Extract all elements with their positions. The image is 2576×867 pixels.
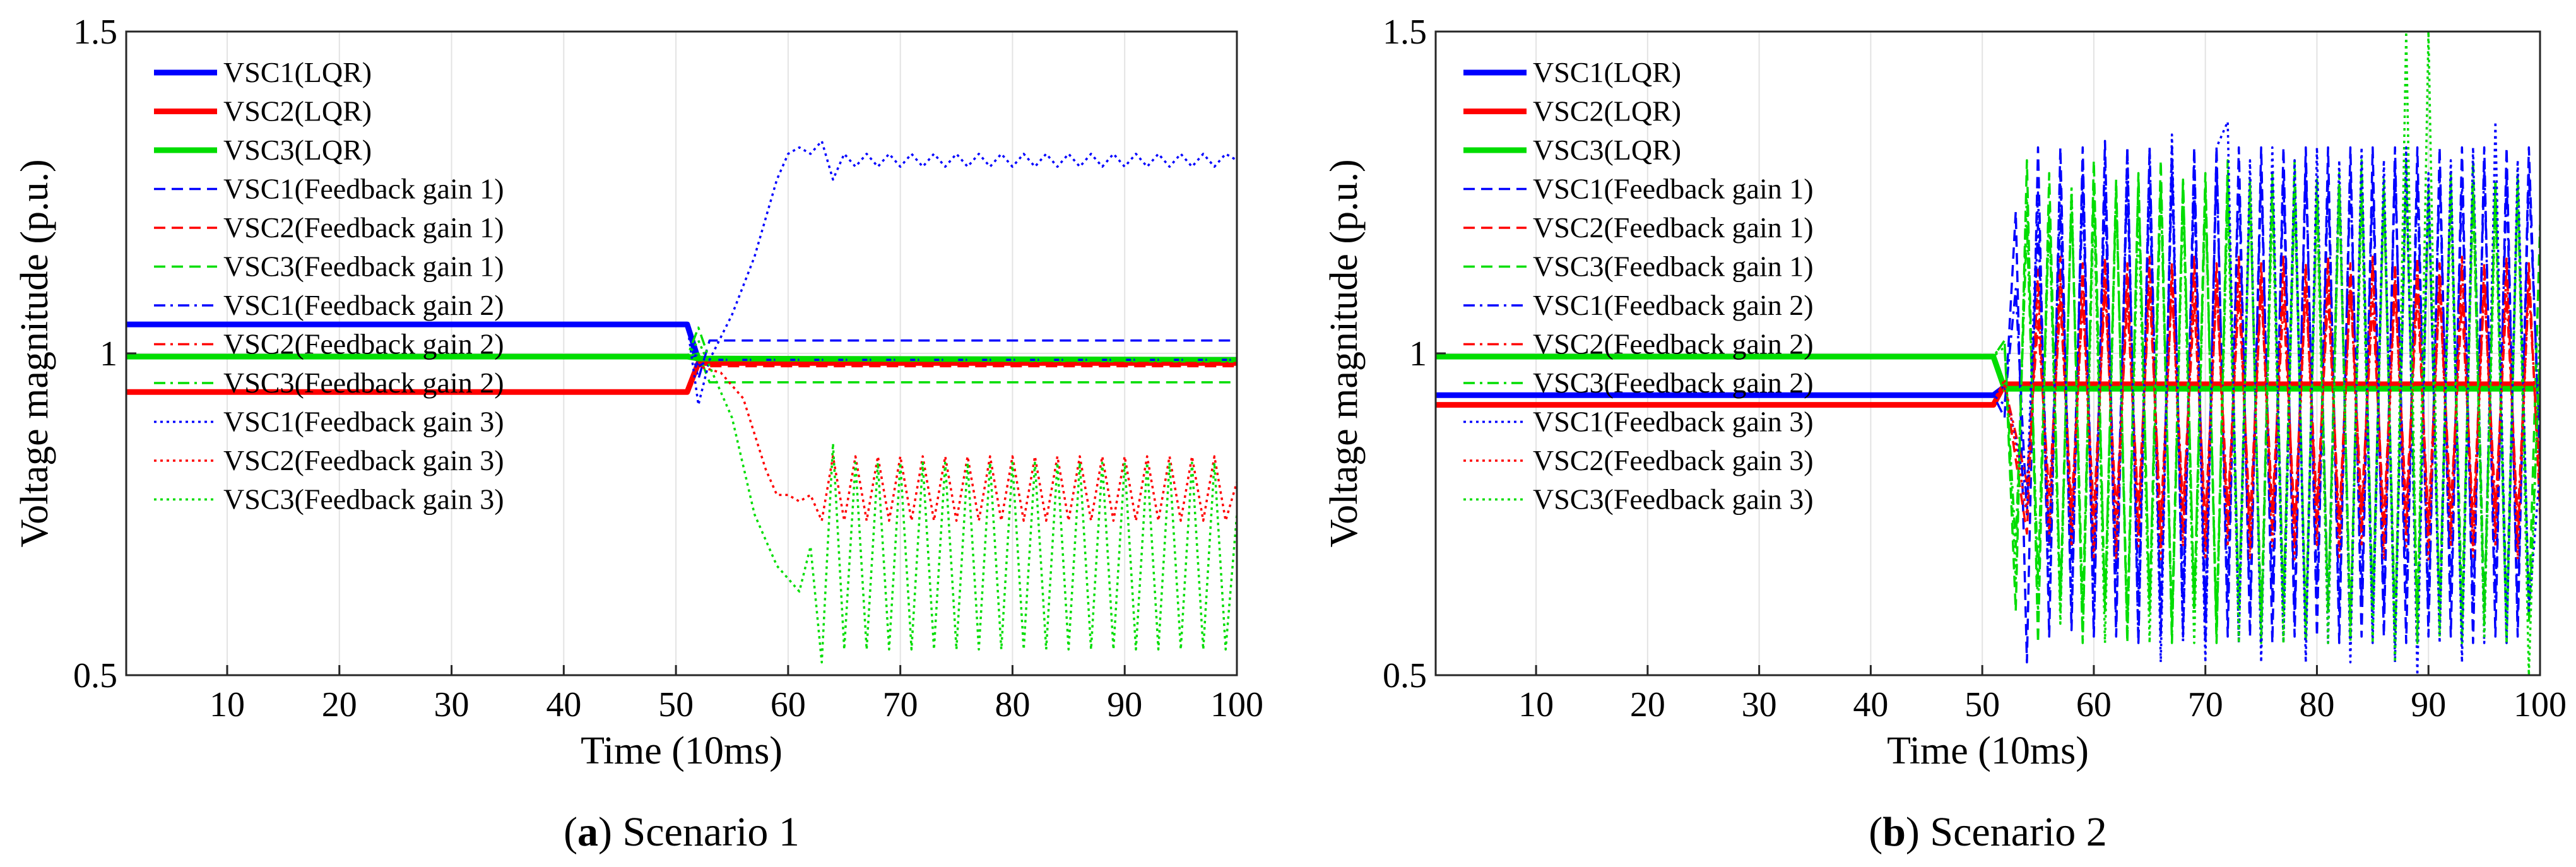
- x-tick-label: 10: [1518, 685, 1554, 724]
- series-line-11: [1436, 262, 2540, 561]
- legend-label: VSC1(Feedback gain 1): [223, 173, 504, 205]
- y-axis-label: Voltage magnitude (p.u.): [1323, 159, 1366, 547]
- x-tick-label: 70: [883, 685, 918, 724]
- legend-label: VSC2(Feedback gain 2): [1533, 328, 1814, 360]
- y-tick-label: 0.5: [1383, 656, 1427, 695]
- chart-panel-a: 10 20 30 40 50 60 70 80 90 100 0.5 1 1.5 Time (10ms) V…: [13, 13, 1263, 855]
- legend-label: VSC1(LQR): [1533, 56, 1681, 88]
- legend-label: VSC3(Feedback gain 3): [1533, 483, 1814, 516]
- legend-label: VSC3(LQR): [1533, 134, 1681, 166]
- x-axis-label: Time (10ms): [1887, 729, 2089, 772]
- legend-label: VSC2(Feedback gain 1): [223, 211, 504, 244]
- legend: VSC1(LQR) VSC2(LQR) VSC3(LQR) VSC1(Feedback…: [1463, 56, 1814, 516]
- x-tick-label: 80: [995, 685, 1030, 724]
- legend-label: VSC1(Feedback gain 2): [223, 289, 504, 321]
- y-tick-label: 1.5: [73, 13, 117, 52]
- series-line-9: [1436, 178, 2540, 625]
- x-tick-label: 60: [2076, 685, 2112, 724]
- legend-label: VSC1(LQR): [223, 56, 372, 88]
- legend-label: VSC1(Feedback gain 3): [223, 406, 504, 438]
- x-tick-label: 50: [1964, 685, 2000, 724]
- legend-label: VSC1(Feedback gain 2): [1533, 289, 1814, 321]
- y-tick-label: 1: [100, 334, 117, 374]
- series-line-11: [126, 365, 1237, 522]
- legend-label: VSC1(Feedback gain 3): [1533, 406, 1814, 438]
- x-tick-label: 100: [1210, 685, 1263, 724]
- series-line-9: [126, 326, 1237, 361]
- x-tick-label: 50: [658, 685, 694, 724]
- y-axis-label: Voltage magnitude (p.u.): [13, 159, 56, 547]
- legend-label: VSC3(Feedback gain 2): [1533, 367, 1814, 399]
- x-tick-label: 20: [1630, 685, 1665, 724]
- x-tick-label: 10: [210, 685, 245, 724]
- legend-label: VSC2(LQR): [1533, 95, 1681, 127]
- x-tick-label: 90: [2411, 685, 2446, 724]
- legend-label: VSC1(Feedback gain 1): [1533, 173, 1814, 205]
- legend-label: VSC3(Feedback gain 3): [223, 483, 504, 516]
- legend-label: VSC2(Feedback gain 3): [1533, 444, 1814, 476]
- legend-label: VSC2(LQR): [223, 95, 372, 127]
- x-tick-label: 40: [546, 685, 581, 724]
- chart-panel-b: 10 20 30 40 50 60 70 80 90 100 0.5 1 1.5 Time (10ms) V…: [1323, 13, 2567, 855]
- legend-label: VSC2(Feedback gain 1): [1533, 211, 1814, 244]
- x-tick-label: 70: [2188, 685, 2223, 724]
- x-tick-label: 20: [322, 685, 357, 724]
- legend-label: VSC3(Feedback gain 1): [223, 251, 504, 283]
- legend: VSC1(LQR) VSC2(LQR) VSC3(LQR) VSC1(Feedback…: [154, 56, 504, 516]
- x-tick-label: 80: [2299, 685, 2334, 724]
- series-group: [126, 139, 1237, 664]
- legend-label: VSC2(Feedback gain 3): [223, 444, 504, 476]
- x-axis-label: Time (10ms): [581, 729, 783, 772]
- x-tick-label: 60: [771, 685, 806, 724]
- y-tick-label: 1.5: [1383, 13, 1427, 52]
- x-tick-label: 30: [1742, 685, 1777, 724]
- series-group: [1436, 32, 2540, 675]
- series-line-10: [1436, 121, 2540, 675]
- x-tick-label: 90: [1107, 685, 1142, 724]
- y-tick-label: 0.5: [73, 656, 117, 695]
- series-line-12: [126, 339, 1237, 664]
- panel-caption: (b) Scenario 2: [1869, 809, 2107, 855]
- panel-caption: (a) Scenario 1: [564, 809, 800, 855]
- y-tick-label: 1: [1409, 334, 1427, 374]
- legend-label: VSC2(Feedback gain 2): [223, 328, 504, 360]
- x-tick-label: 40: [1853, 685, 1888, 724]
- legend-label: VSC3(Feedback gain 1): [1533, 251, 1814, 283]
- series-line-10: [126, 139, 1237, 406]
- x-tick-label: 100: [2514, 685, 2567, 724]
- legend-label: VSC3(LQR): [223, 134, 372, 166]
- legend-label: VSC3(Feedback gain 2): [223, 367, 504, 399]
- x-tick-label: 30: [434, 685, 470, 724]
